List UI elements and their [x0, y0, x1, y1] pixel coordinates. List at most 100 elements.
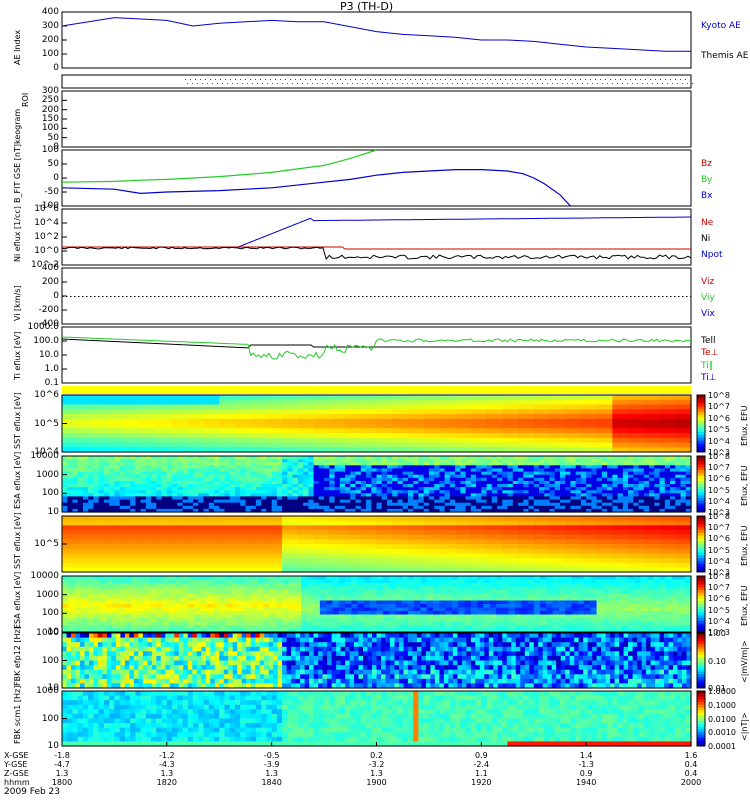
- esa2-cell: [514, 593, 522, 598]
- esa2-cell: [470, 597, 478, 602]
- sst1-cell: [203, 447, 220, 453]
- esa1-cell: [366, 468, 372, 473]
- sst1-cell: [596, 428, 613, 434]
- sst2-cell: [235, 567, 252, 573]
- esa1-cell: [224, 474, 231, 479]
- esa1-cell: [554, 487, 561, 491]
- esa1-cell: [124, 468, 131, 473]
- esa2-cell: [546, 614, 554, 619]
- esa2-cell: [345, 621, 352, 626]
- esa1-cell: [140, 459, 147, 463]
- esa1-cell: [470, 493, 477, 497]
- esa2-cell: [470, 586, 478, 591]
- esa2-cell: [445, 614, 453, 619]
- sst2-cell: [376, 539, 393, 545]
- fbk1-cell: [106, 637, 112, 643]
- esa2-cell: [74, 611, 82, 616]
- esa2-cell: [263, 590, 271, 595]
- sst1-cell: [518, 423, 535, 429]
- sst1-cell: [423, 437, 440, 444]
- esa1-cell: [297, 462, 304, 466]
- esa2-cell: [514, 618, 522, 623]
- fbk1-cell: [160, 633, 166, 639]
- esa1-cell: [407, 487, 414, 491]
- esa1-cell: [617, 468, 624, 473]
- sst1-cell: [659, 433, 676, 439]
- fbk1-cell: [93, 660, 99, 666]
- esa1-cell: [512, 468, 519, 473]
- esa2-cell: [439, 583, 447, 588]
- esa2-cell: [684, 621, 692, 626]
- sst2-cell: [628, 553, 645, 559]
- esa2-cell: [477, 604, 484, 609]
- esa1-cell: [124, 459, 131, 463]
- esa2-cell: [647, 590, 654, 595]
- esa2-cell: [477, 621, 484, 626]
- esa2-cell: [464, 586, 472, 591]
- esa1-cell: [528, 474, 535, 479]
- esa2-cell: [584, 586, 591, 591]
- esa1-cell: [345, 508, 351, 513]
- esa2-cell: [615, 600, 623, 605]
- esa1-cell: [622, 484, 629, 488]
- esa1-cell: [476, 487, 482, 491]
- fbk1-cell: [129, 665, 135, 671]
- esa1-cell: [271, 493, 278, 497]
- esa2-cell: [143, 583, 151, 588]
- esa2-cell: [401, 600, 409, 605]
- esa1-cell: [439, 484, 446, 488]
- esa1-cell: [685, 490, 692, 494]
- esa1-cell: [261, 459, 267, 463]
- esa1-cell: [88, 508, 94, 513]
- fbk1-cell: [80, 637, 86, 643]
- fbk1-cell: [156, 642, 162, 648]
- esa1-cell: [460, 490, 467, 494]
- esa1-cell: [193, 487, 199, 491]
- esa1-cell: [675, 490, 682, 494]
- sst2-cell: [376, 562, 393, 568]
- sst2-cell: [580, 553, 598, 559]
- sst1-cell: [156, 442, 173, 448]
- esa1-cell: [622, 465, 629, 469]
- esa1-cell: [638, 496, 645, 501]
- esa2-cell: [68, 579, 76, 584]
- esa2-cell: [615, 625, 623, 630]
- sst2-cell: [93, 530, 110, 536]
- fbk1-cell: [115, 655, 121, 662]
- fbk1-cell: [75, 651, 81, 657]
- esa2-cell: [458, 590, 466, 595]
- esa1-cell: [575, 474, 582, 479]
- fbk1-cell: [97, 646, 103, 652]
- esa1-cell: [507, 502, 514, 507]
- fbk1-cell: [129, 669, 135, 675]
- esa1-cell: [664, 456, 671, 460]
- esa1-cell: [308, 484, 315, 488]
- esa1-cell: [638, 474, 645, 479]
- esa2-cell: [439, 579, 447, 584]
- esa1-cell: [381, 462, 388, 466]
- esa1-cell: [413, 480, 419, 485]
- esa2-cell: [288, 604, 296, 609]
- esa1-cell: [570, 456, 577, 460]
- esa1-cell: [481, 484, 488, 488]
- esa1-cell: [617, 505, 624, 510]
- esa2-cell: [99, 618, 107, 623]
- esa1-cell: [481, 468, 488, 473]
- esa2-cell: [319, 628, 327, 633]
- esa2-cell: [106, 621, 113, 626]
- esa1-cell: [449, 505, 456, 510]
- esa1-cell: [103, 493, 110, 497]
- esa1-cell: [518, 484, 524, 488]
- esa2-cell: [477, 628, 484, 633]
- esa2-cell: [313, 586, 321, 591]
- esa2-cell: [150, 593, 157, 598]
- sst1-cell: [439, 395, 456, 401]
- esa2-cell: [477, 586, 484, 591]
- esa2-cell: [477, 600, 484, 605]
- esa2-cell: [590, 600, 598, 605]
- fbk1-cell: [120, 642, 126, 648]
- esa2-cell: [389, 586, 396, 591]
- esa2-cell: [62, 579, 69, 584]
- esa1-cell: [318, 493, 325, 497]
- sst1-cell: [580, 399, 598, 406]
